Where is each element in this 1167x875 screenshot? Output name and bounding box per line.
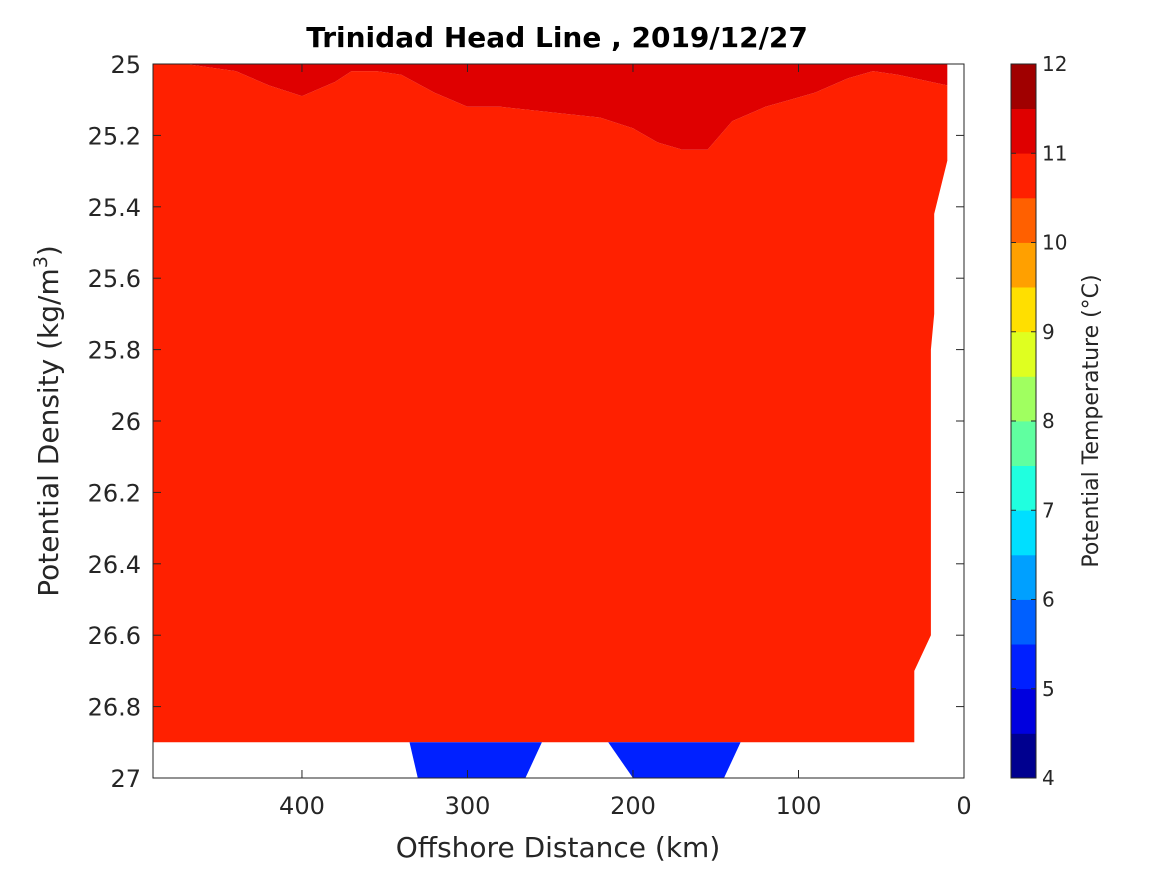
x-tick-label: 0	[956, 792, 971, 820]
colorbar-swatch	[1011, 64, 1036, 109]
deep-profile-2	[608, 742, 741, 778]
colorbar-tick-label: 4	[1042, 766, 1055, 790]
x-axis-title: Offshore Distance (km)	[396, 831, 721, 864]
y-tick-label: 25.2	[88, 122, 141, 150]
y-tick-label: 26.4	[88, 551, 141, 579]
x-tick-label: 400	[279, 792, 325, 820]
colorbar-tick-label: 10	[1042, 231, 1067, 255]
colorbar-tick-label: 7	[1042, 498, 1055, 522]
colorbar: 4 5 6 7 8 9 10 11 12	[1010, 52, 1067, 790]
colorbar-swatch	[1011, 197, 1036, 243]
x-tick-label: 200	[610, 792, 656, 820]
colorbar-swatch	[1011, 153, 1036, 199]
chart-title: Trinidad Head Line , 2019/12/27	[306, 21, 808, 54]
contour-band-11	[153, 64, 948, 150]
colorbar-swatch	[1011, 599, 1036, 645]
x-tick-label: 300	[445, 792, 491, 820]
y-tick-label: 25.8	[88, 337, 141, 365]
y-tick-label: 26.6	[88, 622, 141, 650]
colorbar-swatch	[1011, 108, 1036, 154]
colorbar-swatch	[1011, 376, 1036, 422]
contour-band-10_5	[153, 64, 948, 778]
colorbar-swatch	[1011, 465, 1036, 511]
colorbar-swatch	[1011, 688, 1036, 734]
colorbar-ticks: 4 5 6 7 8 9 10 11 12	[1011, 52, 1067, 790]
colorbar-swatch	[1011, 644, 1036, 690]
colorbar-title: Potential Temperature (°C)	[1079, 274, 1104, 567]
colorbar-swatch	[1011, 331, 1036, 377]
colorbar-swatch	[1011, 242, 1036, 288]
y-tick-label: 25.6	[88, 265, 141, 293]
y-tick-label: 27	[110, 765, 141, 793]
deep-profile-1	[409, 742, 542, 778]
colorbar-tick-label: 12	[1042, 52, 1067, 76]
x-axis-ticks: 400 300 200 100 0	[279, 64, 972, 820]
colorbar-tick-label: 9	[1042, 320, 1055, 344]
colorbar-tick-label: 5	[1042, 677, 1055, 701]
x-tick-label: 100	[776, 792, 822, 820]
y-axis-title-superscript: 3	[30, 256, 52, 268]
colorbar-tick-label: 6	[1042, 588, 1055, 612]
colorbar-swatch	[1011, 733, 1036, 779]
colorbar-swatch	[1011, 287, 1036, 333]
y-tick-label: 25	[110, 51, 141, 79]
colorbar-tick-label: 11	[1042, 141, 1067, 165]
y-tick-label: 26	[110, 408, 141, 436]
y-axis-title: Potential Density (kg/m3)	[30, 245, 65, 597]
y-axis-title-close: )	[32, 245, 65, 256]
y-tick-label: 26.2	[88, 479, 141, 507]
colorbar-swatch	[1011, 421, 1036, 466]
y-tick-label: 25.4	[88, 194, 141, 222]
colorbar-tick-label: 8	[1042, 409, 1055, 433]
colorbar-swatches	[1011, 64, 1036, 779]
colorbar-swatch	[1011, 554, 1036, 600]
colorbar-swatch	[1011, 510, 1036, 556]
plot-area: 400 300 200 100 0 25 25.2 25.4 25.6 25.8 26 26.2 26…	[88, 51, 972, 820]
y-tick-label: 26.8	[88, 694, 141, 722]
y-axis-title-base: Potential Density (kg/m	[32, 268, 65, 597]
y-axis-ticks: 25 25.2 25.4 25.6 25.8 26 26.2 26.4 26.6 26.8 27	[88, 51, 964, 793]
contour-fill-layer	[153, 64, 964, 778]
